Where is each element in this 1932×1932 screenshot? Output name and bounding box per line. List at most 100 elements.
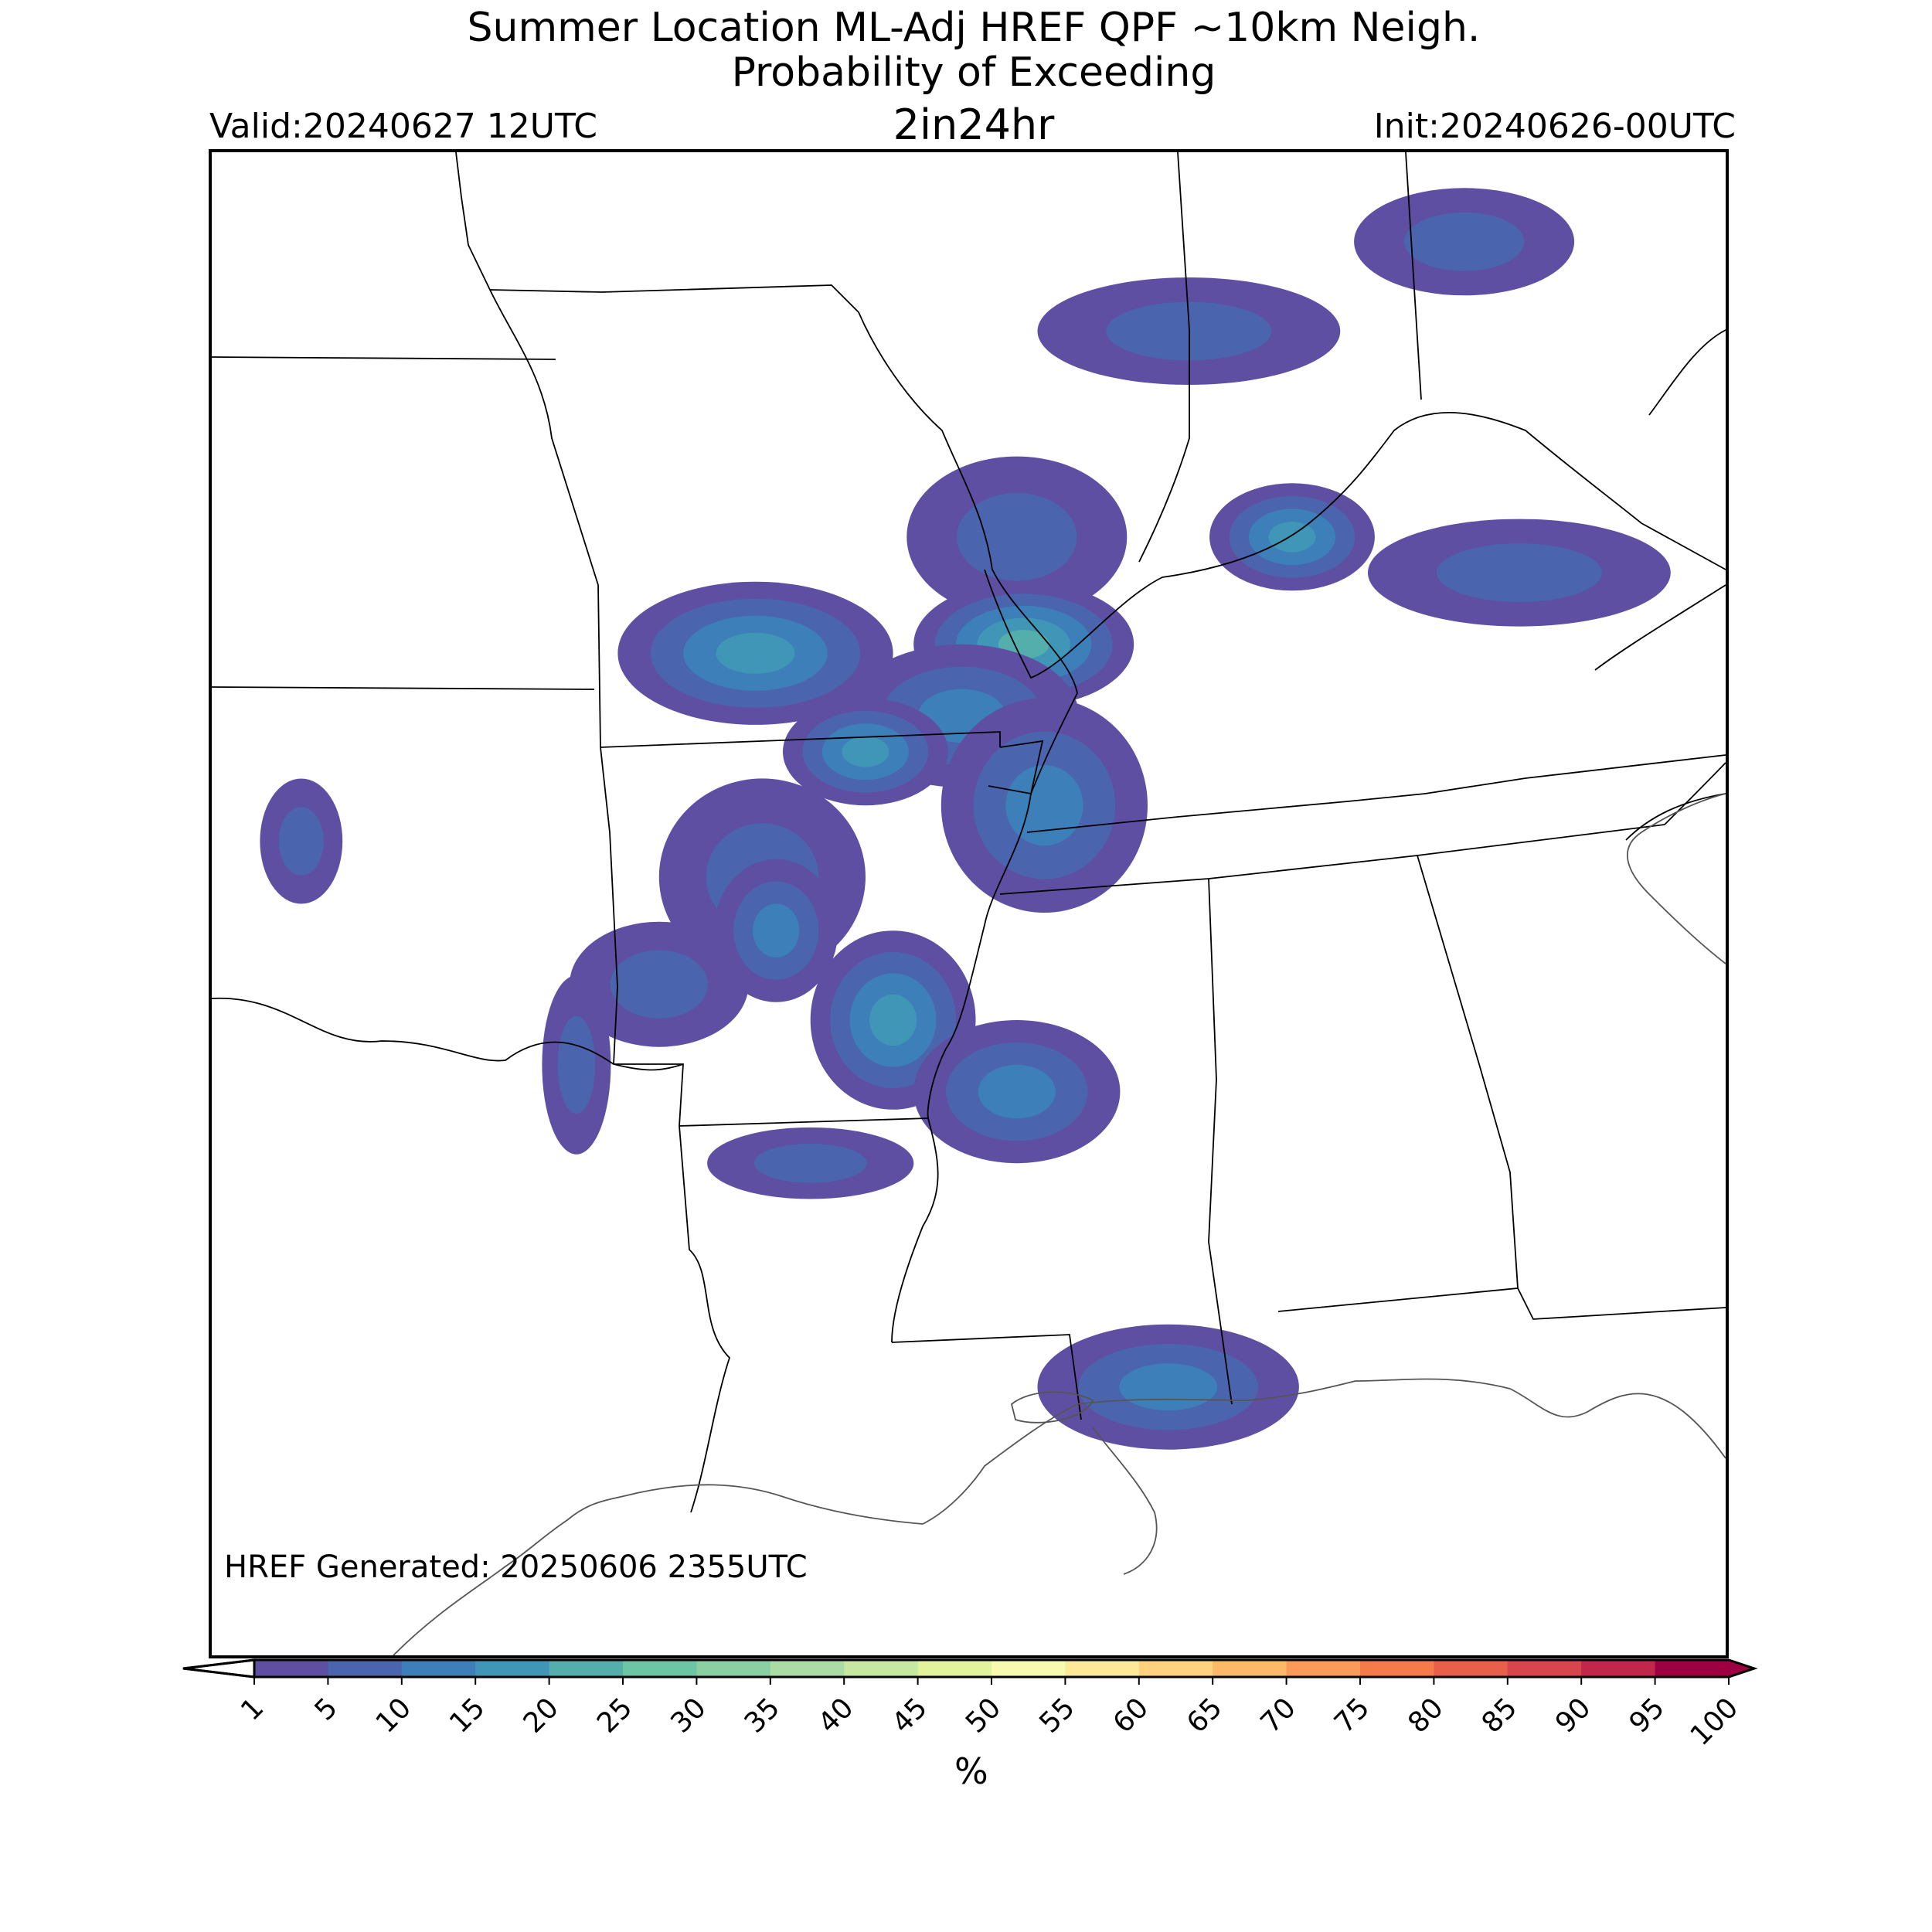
colorbar-tick-label: 95 [1624, 1692, 1671, 1739]
colorbar-tick-label: 80 [1402, 1692, 1449, 1739]
colorbar-tick-label: 90 [1549, 1692, 1597, 1739]
precip-contour [869, 994, 917, 1046]
state-border-sd-ne [212, 356, 556, 360]
state-border-ne-ks [212, 686, 595, 690]
colorbar-tick-label: 85 [1476, 1692, 1523, 1739]
precip-contour [1437, 543, 1602, 602]
state-border-in-oh [1405, 152, 1422, 400]
state-boundaries [212, 152, 1726, 1513]
state-border-ms-al [1208, 878, 1233, 1405]
precip-contour [753, 903, 800, 957]
colorbar-tick-label: 40 [812, 1692, 859, 1739]
colorbar-tick-label: 5 [309, 1692, 344, 1726]
colorbar-segment [1434, 1660, 1509, 1677]
state-border-al-ga [1417, 855, 1519, 1289]
colorbar-segment [992, 1660, 1066, 1677]
colorbar-tick-label: 45 [886, 1692, 934, 1739]
precip-contour [278, 807, 324, 876]
precip-contour [978, 1064, 1056, 1119]
colorbar-segment [475, 1660, 550, 1677]
coastline-texas-louisiana [393, 1378, 1726, 1655]
colorbar-tick-label: 10 [370, 1692, 417, 1739]
state-border-mo-west [489, 289, 601, 748]
precip-contour [1005, 765, 1083, 846]
colorbar-tick-label: 35 [739, 1692, 786, 1739]
map-title-line-2: Probability of Exceeding [731, 49, 1216, 96]
precip-contour [1119, 1363, 1218, 1411]
colorbar-tick-label: 55 [1033, 1692, 1080, 1739]
state-border-ia-mo [489, 284, 859, 313]
state-border-east [1594, 584, 1726, 671]
precip-contour [557, 1015, 596, 1114]
colorbar-segment [1065, 1660, 1140, 1677]
map-title-line-1: Summer Location ML-Adj HREF QPF ~10km Ne… [467, 5, 1481, 51]
colorbar-tick-label: 25 [591, 1692, 638, 1739]
precip-contour [842, 736, 889, 767]
colorbar-unit-label: % [954, 1750, 988, 1792]
state-border-il-in [1138, 152, 1190, 563]
colorbar-segment [844, 1660, 919, 1677]
colorbar-segment [254, 1660, 328, 1677]
state-border-oh-pa [1648, 329, 1726, 416]
precip-contour [716, 632, 795, 674]
state-border-mississippi-river [858, 311, 1078, 1343]
state-border-ok-west [600, 747, 618, 1065]
colorbar-tick-label: 75 [1328, 1692, 1376, 1739]
mississippi-delta [1092, 1427, 1158, 1575]
colorbar: 1 5 10 15 20 25 30 35 40 45 50 55 60 65 70 75 80 85 90 95 10… [182, 1658, 1758, 1752]
precip-contour [1403, 212, 1525, 271]
colorbar-segment [549, 1660, 624, 1677]
colorbar-tick-label: 30 [665, 1692, 712, 1739]
state-border-tn-nc [1625, 793, 1726, 841]
precip-contour [1268, 522, 1316, 553]
colorbar-segment [1360, 1660, 1434, 1677]
colorbar-extend-min [182, 1658, 256, 1679]
state-border-ok-ar [614, 1063, 684, 1127]
state-border-tx-la [679, 1125, 731, 1513]
state-border-mo-ar [988, 740, 1044, 795]
colorbar-segment [917, 1660, 992, 1677]
precip-contour [610, 950, 708, 1019]
colorbar-tick-label: 1 [235, 1692, 270, 1726]
generated-time-label: HREF Generated: 20250606 2355UTC [224, 1549, 808, 1585]
colorbar-tick-label: 20 [518, 1692, 565, 1739]
precip-contour [957, 493, 1077, 581]
colorbar-segment [770, 1660, 845, 1677]
colorbar-segment [1286, 1660, 1361, 1677]
colorbar-outline [182, 1658, 1758, 1679]
map-panel [209, 149, 1729, 1658]
colorbar-segment [1655, 1660, 1730, 1677]
init-time-label: Init:20240626-00UTC [1373, 107, 1736, 146]
state-border-ar-la [679, 1117, 929, 1127]
gulf-coastline [393, 793, 1726, 1655]
colorbar-segment [1213, 1660, 1287, 1677]
colorbar-segment [623, 1660, 697, 1677]
colorbar-tick-label: 65 [1181, 1692, 1228, 1739]
state-border-la-ms [891, 1334, 1082, 1420]
coastline-atlantic [1627, 793, 1726, 964]
map-title-line-3: 2in24hr [893, 100, 1055, 149]
state-border-al-fl [1277, 1287, 1726, 1320]
precip-contour [753, 1143, 867, 1183]
valid-time-label: Valid:20240627 12UTC [209, 107, 598, 146]
colorbar-segment [328, 1660, 403, 1677]
map-canvas [212, 152, 1726, 1655]
colorbar-tick-label: 60 [1107, 1692, 1155, 1739]
colorbar-tick-label: 70 [1255, 1692, 1302, 1739]
state-border-red-river [212, 997, 684, 1071]
state-border-ky-tn [1026, 754, 1726, 833]
state-border-mn-ia [455, 152, 491, 291]
colorbar-segment [1581, 1660, 1656, 1677]
lake-pontchartrain [1010, 1391, 1094, 1423]
colorbar-segment [1138, 1660, 1213, 1677]
colorbar-segment [401, 1660, 476, 1677]
colorbar-segment [696, 1660, 771, 1677]
state-border-ohio-river [984, 412, 1726, 679]
colorbar-tick-label: 50 [960, 1692, 1007, 1739]
state-border-ks-ok [600, 731, 1001, 748]
state-border-tn-south [999, 824, 1665, 895]
state-border-va-nc [1664, 762, 1726, 825]
colorbar-segment [1507, 1660, 1582, 1677]
colorbar-tick-label: 15 [444, 1692, 491, 1739]
colorbar-tick-label: 100 [1685, 1692, 1745, 1752]
